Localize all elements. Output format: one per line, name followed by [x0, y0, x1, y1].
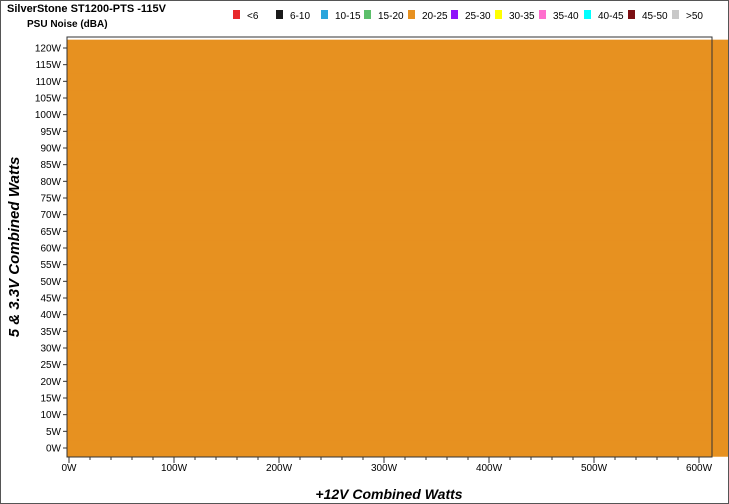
legend-label: 45-50 [642, 11, 668, 22]
legend-swatch [408, 10, 415, 19]
x-tick-label: 100W [161, 463, 188, 474]
y-axis-title: 5 & 3.3V Combined Watts [6, 157, 23, 338]
chart-subtitle: PSU Noise (dBA) [27, 19, 108, 30]
band-20-25-y50 [67, 273, 728, 291]
x-tick-label: 600W [686, 463, 713, 474]
legend-swatch [451, 10, 458, 19]
legend-label: 35-40 [553, 11, 579, 22]
legend-swatch [364, 10, 371, 19]
band-20-25-y0 [67, 439, 728, 457]
band-20-25-y55 [67, 256, 728, 274]
y-tick-label: 95W [40, 127, 61, 138]
y-tick-label: 120W [35, 44, 62, 55]
y-tick-label: 15W [40, 394, 61, 405]
legend-swatch [628, 10, 635, 19]
y-tick-label: 105W [35, 94, 62, 105]
band-20-25-y115 [67, 56, 728, 74]
y-tick-label: 5W [46, 427, 62, 438]
x-tick-label: 400W [476, 463, 503, 474]
y-tick-label: 35W [40, 327, 61, 338]
band-20-25-y20 [67, 373, 728, 391]
band-20-25-y100 [67, 106, 728, 124]
band-20-25-y85 [67, 156, 728, 174]
band-20-25-y65 [67, 223, 728, 241]
legend-swatch [584, 10, 591, 19]
band-20-25-y105 [67, 89, 728, 107]
band-20-25-y35 [67, 323, 728, 341]
y-tick-label: 115W [36, 60, 62, 71]
chart-title: SilverStone ST1200-PTS -115V [7, 3, 167, 15]
band-20-25-y120 [67, 39, 728, 57]
legend-swatch [672, 10, 679, 19]
y-tick-label: 80W [40, 177, 61, 188]
band-20-25-y80 [67, 173, 728, 191]
x-tick-label: 200W [266, 463, 293, 474]
legend-swatch [276, 10, 283, 19]
band-20-25-y95 [67, 123, 728, 141]
band-20-25-y110 [67, 73, 728, 91]
band-20-25-y45 [67, 289, 728, 307]
y-tick-label: 25W [40, 360, 61, 371]
band-20-25-y15 [67, 389, 728, 407]
x-axis-title: +12V Combined Watts [315, 486, 462, 502]
legend-label: 30-35 [509, 11, 535, 22]
legend-label: 10-15 [335, 11, 361, 22]
legend-label: >50 [686, 11, 703, 22]
band-20-25-y70 [67, 206, 728, 224]
y-tick-label: 50W [40, 277, 61, 288]
plot-frame [66, 36, 713, 458]
x-tick-label: 300W [371, 463, 398, 474]
y-tick-label: 70W [40, 210, 61, 221]
legend-swatch [495, 10, 502, 19]
y-tick-label: 30W [40, 344, 61, 355]
y-tick-label: 45W [40, 294, 61, 305]
band-20-25-y25 [67, 356, 728, 374]
y-tick-label: 85W [40, 160, 61, 171]
legend-label: 20-25 [422, 11, 448, 22]
legend: <6 6-10 10-15 15-20 20-25 25-30 30-35 35-40 40-4… [233, 10, 703, 22]
band-20-25-y90 [67, 139, 728, 157]
band-20-25-y10 [67, 406, 728, 424]
legend-swatch [321, 10, 328, 19]
y-tick-label: 110W [36, 77, 62, 88]
legend-label: 40-45 [598, 11, 624, 22]
legend-swatch [539, 10, 546, 19]
axes: 0W100W200W300W400W500W600W700W800W900W1,… [35, 44, 713, 475]
band-20-25-y30 [67, 339, 728, 357]
band-20-25-y40 [67, 306, 728, 324]
y-tick-label: 55W [40, 260, 61, 271]
y-tick-label: 100W [35, 110, 62, 121]
band-20-25-y60 [67, 239, 728, 257]
legend-label: 6-10 [290, 11, 310, 22]
y-tick-label: 20W [40, 377, 61, 388]
legend-label: 15-20 [378, 11, 404, 22]
y-tick-label: 0W [46, 444, 62, 455]
y-tick-label: 40W [40, 310, 61, 321]
x-tick-label: 500W [581, 463, 608, 474]
y-tick-label: 90W [40, 144, 61, 155]
legend-label: 25-30 [465, 11, 491, 22]
band-20-25-y5 [67, 423, 728, 441]
noise-bands [67, 39, 728, 457]
legend-swatch [233, 10, 240, 19]
x-tick-label: 0W [62, 463, 78, 474]
y-tick-label: 65W [40, 227, 61, 238]
y-tick-label: 75W [40, 194, 61, 205]
legend-label: <6 [247, 11, 259, 22]
y-tick-label: 60W [40, 244, 61, 255]
band-20-25-y75 [67, 189, 728, 207]
y-tick-label: 10W [40, 410, 61, 421]
